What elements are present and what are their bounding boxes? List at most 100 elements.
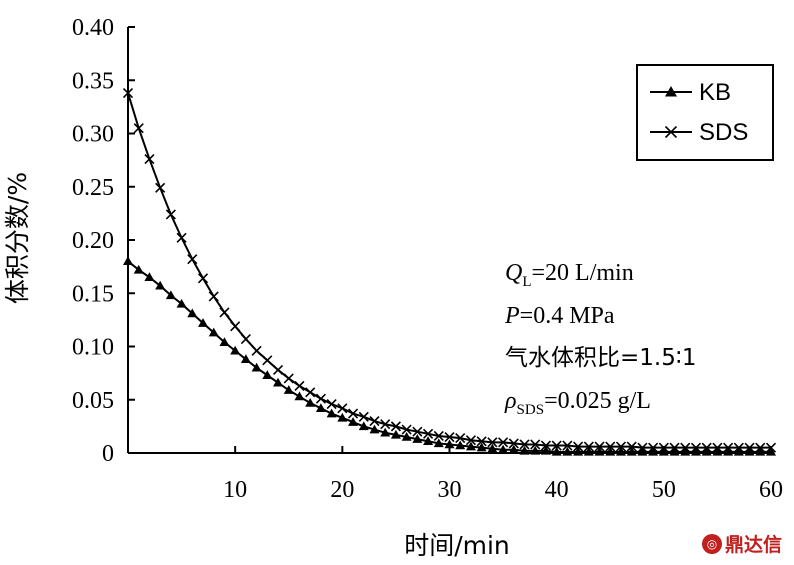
series-kb bbox=[123, 256, 776, 456]
data-point-kb bbox=[433, 438, 444, 448]
data-point-kb bbox=[401, 432, 412, 441]
x-tick-label: 60 bbox=[759, 477, 783, 503]
data-point-sds bbox=[648, 442, 659, 453]
data-point-sds bbox=[637, 442, 648, 453]
data-point-kb bbox=[230, 345, 241, 355]
data-point-kb bbox=[733, 446, 744, 456]
y-tick-label: 0.40 bbox=[72, 15, 114, 41]
data-point-sds bbox=[723, 442, 734, 453]
data-point-sds bbox=[315, 393, 326, 404]
data-point-kb bbox=[455, 440, 466, 450]
data-point-kb bbox=[637, 446, 648, 456]
data-point-kb bbox=[198, 318, 209, 327]
data-point-kb bbox=[273, 377, 284, 387]
data-point-sds bbox=[240, 333, 251, 345]
data-point-sds bbox=[626, 441, 637, 452]
data-point-sds bbox=[476, 436, 487, 447]
data-point-kb bbox=[615, 446, 626, 456]
data-point-sds bbox=[294, 380, 305, 391]
data-point-kb bbox=[348, 417, 359, 426]
data-point-kb bbox=[701, 446, 712, 456]
annotation-rho: ρSDS=0.025 g/L bbox=[504, 388, 651, 418]
data-point-sds bbox=[133, 123, 144, 134]
annotation-block: QL=20 L/min P=0.4 MPa 气水体积比=1.5∶1 ρSDS=0… bbox=[504, 260, 696, 418]
data-point-kb bbox=[605, 446, 616, 456]
data-point-sds bbox=[219, 307, 230, 318]
data-point-sds bbox=[197, 273, 209, 284]
data-point-sds bbox=[733, 442, 744, 453]
data-point-sds bbox=[562, 440, 573, 451]
data-point-kb bbox=[712, 446, 723, 456]
watermark-logo-icon: ◎ bbox=[701, 533, 722, 554]
data-point-sds bbox=[262, 355, 273, 366]
x-tick-label: 10 bbox=[223, 477, 247, 503]
data-point-kb bbox=[562, 446, 573, 456]
data-point-kb bbox=[573, 446, 584, 456]
data-point-kb bbox=[540, 445, 551, 455]
data-point-sds bbox=[347, 408, 359, 419]
data-point-kb bbox=[412, 434, 423, 443]
data-point-kb bbox=[519, 445, 530, 455]
data-point-sds bbox=[433, 430, 444, 442]
data-point-sds bbox=[583, 441, 594, 452]
data-point-sds bbox=[508, 438, 519, 449]
data-point-sds bbox=[305, 387, 316, 398]
data-point-sds bbox=[412, 426, 423, 437]
data-point-sds bbox=[690, 442, 702, 453]
x-tick-label: 20 bbox=[330, 477, 354, 503]
data-point-sds bbox=[230, 321, 241, 332]
y-axis-label: 体积分数/% bbox=[3, 172, 32, 304]
data-point-kb bbox=[176, 298, 187, 308]
data-point-kb bbox=[744, 446, 755, 456]
x-tick-label: 50 bbox=[652, 477, 676, 503]
x-axis-label: 时间/min bbox=[404, 531, 510, 560]
data-point-sds bbox=[530, 439, 541, 450]
data-point-sds bbox=[326, 398, 337, 410]
y-tick-label: 0.35 bbox=[72, 68, 114, 94]
data-point-sds bbox=[498, 437, 509, 448]
data-point-sds bbox=[669, 442, 680, 453]
data-point-sds bbox=[615, 441, 627, 452]
data-point-kb bbox=[690, 446, 701, 456]
data-point-sds bbox=[755, 442, 766, 453]
data-point-kb bbox=[358, 421, 369, 431]
data-point-kb bbox=[444, 439, 455, 449]
data-point-sds bbox=[551, 440, 562, 451]
data-point-sds bbox=[390, 421, 401, 432]
data-point-kb bbox=[369, 424, 380, 434]
data-point-sds bbox=[680, 442, 691, 453]
data-point-sds bbox=[540, 440, 552, 451]
data-point-sds bbox=[176, 232, 187, 243]
data-point-sds bbox=[251, 345, 262, 356]
data-point-kb bbox=[380, 427, 391, 437]
data-point-kb bbox=[583, 446, 594, 456]
watermark: ◎ 鼎达信 bbox=[701, 530, 782, 557]
data-point-sds bbox=[144, 153, 155, 165]
data-point-kb bbox=[326, 408, 337, 418]
data-point-sds bbox=[744, 442, 755, 453]
data-point-kb bbox=[294, 391, 305, 401]
annotation-p: P=0.4 MPa bbox=[504, 303, 615, 329]
data-point-kb bbox=[187, 308, 198, 318]
data-point-kb bbox=[315, 403, 326, 413]
data-point-kb bbox=[240, 354, 251, 364]
data-point-kb bbox=[594, 446, 605, 456]
data-point-sds bbox=[208, 291, 219, 302]
data-point-sds bbox=[712, 442, 723, 453]
data-point-kb bbox=[251, 362, 262, 372]
data-point-sds bbox=[605, 441, 616, 452]
legend-box bbox=[636, 64, 774, 161]
legend-kb-label: KB bbox=[699, 79, 731, 106]
watermark-text: 鼎达信 bbox=[724, 534, 782, 556]
data-point-kb bbox=[755, 446, 766, 456]
data-point-kb bbox=[305, 397, 316, 407]
data-point-kb bbox=[487, 443, 498, 453]
data-point-sds bbox=[358, 411, 369, 422]
data-point-kb bbox=[390, 429, 401, 439]
annotation-ql: QL=20 L/min bbox=[505, 260, 634, 290]
data-point-kb bbox=[219, 337, 230, 346]
x-tick-label: 30 bbox=[438, 477, 462, 503]
data-point-sds bbox=[272, 364, 284, 375]
data-point-kb bbox=[155, 280, 166, 290]
